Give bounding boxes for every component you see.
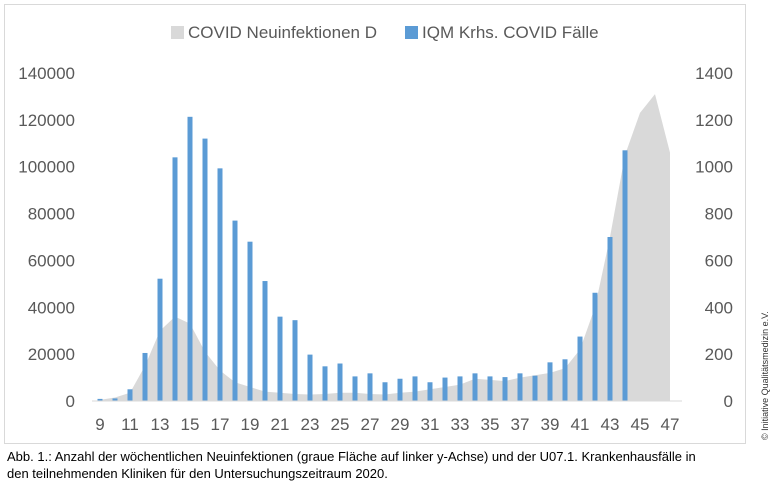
- bar-week-10: [112, 398, 118, 401]
- bar-week-37: [517, 373, 523, 401]
- x-tick-label: 35: [481, 415, 500, 434]
- bar-week-19: [247, 241, 253, 401]
- bar-week-26: [352, 376, 358, 401]
- left-tick-label: 120000: [18, 111, 75, 130]
- figure-caption: Abb. 1.: Anzahl der wöchentlichen Neuinf…: [7, 448, 747, 482]
- bar-week-24: [322, 366, 328, 401]
- bar-week-40: [562, 359, 568, 401]
- x-tick-label: 31: [421, 415, 440, 434]
- left-tick-label: 140000: [18, 64, 75, 83]
- bar-week-39: [547, 362, 553, 401]
- x-tick-label: 41: [571, 415, 590, 434]
- x-tick-label: 33: [451, 415, 470, 434]
- x-tick-label: 17: [211, 415, 230, 434]
- right-tick-label: 200: [705, 345, 733, 364]
- x-tick-label: 23: [301, 415, 320, 434]
- bar-week-27: [367, 373, 373, 401]
- x-tick-label: 15: [181, 415, 200, 434]
- x-tick-label: 45: [631, 415, 650, 434]
- bar-week-18: [232, 220, 238, 401]
- bar-week-25: [337, 363, 343, 401]
- left-tick-label: 40000: [28, 298, 75, 317]
- x-tick-label: 9: [95, 415, 104, 434]
- caption-line-1: Abb. 1.: Anzahl der wöchentlichen Neuinf…: [7, 449, 696, 464]
- bar-week-11: [127, 389, 133, 401]
- bar-week-13: [157, 278, 163, 401]
- left-tick-label: 80000: [28, 205, 75, 224]
- right-tick-label: 600: [705, 251, 733, 270]
- x-tick-label: 11: [121, 415, 139, 434]
- x-tick-label: 13: [151, 415, 170, 434]
- x-axis: 9 11 13 15 17 19 21 23 25 27 29 31 33 35 37 39 41 43 45 47: [95, 415, 679, 434]
- bar-week-36: [502, 377, 508, 401]
- x-tick-label: 37: [511, 415, 530, 434]
- copyright-notice: © Initiative Qualitätsmedizin e.V.: [760, 311, 770, 440]
- right-tick-label: 400: [705, 298, 733, 317]
- bar-week-32: [442, 377, 448, 401]
- bar-week-42: [592, 292, 598, 401]
- chart-svg: COVID Neuinfektionen D IQM Krhs. COVID F…: [18, 23, 733, 434]
- bar-week-29: [397, 378, 403, 401]
- bar-week-23: [307, 354, 313, 401]
- bar-week-12: [142, 352, 148, 401]
- x-tick-label: 43: [601, 415, 620, 434]
- left-axis: 0 20000 40000 60000 80000 100000 120000 140000: [18, 64, 75, 411]
- legend-swatch-area: [171, 26, 184, 39]
- area-layer: [100, 94, 670, 401]
- x-tick-label: 19: [241, 415, 260, 434]
- x-tick-label: 27: [361, 415, 380, 434]
- bar-week-28: [382, 382, 388, 401]
- left-tick-label: 20000: [28, 345, 75, 364]
- bar-week-34: [472, 373, 478, 401]
- bar-week-14: [172, 157, 178, 401]
- bar-week-33: [457, 376, 463, 401]
- x-tick-label: 47: [661, 415, 680, 434]
- bar-week-44: [622, 150, 628, 401]
- bar-week-17: [217, 168, 223, 401]
- bar-week-41: [577, 336, 583, 401]
- bar-week-43: [607, 237, 613, 401]
- bar-week-22: [292, 320, 298, 401]
- x-tick-label: 21: [271, 415, 290, 434]
- bar-week-9: [97, 398, 103, 401]
- bar-week-31: [427, 382, 433, 401]
- right-tick-label: 1400: [695, 64, 733, 83]
- legend: COVID Neuinfektionen D IQM Krhs. COVID F…: [171, 23, 599, 42]
- x-tick-label: 39: [541, 415, 560, 434]
- x-tick-label: 29: [391, 415, 410, 434]
- bar-layer: [97, 116, 628, 401]
- bar-week-20: [262, 281, 268, 401]
- left-tick-label: 0: [66, 392, 75, 411]
- bar-week-15: [187, 116, 193, 401]
- bar-week-30: [412, 376, 418, 401]
- right-tick-label: 0: [724, 392, 733, 411]
- legend-label-area: COVID Neuinfektionen D: [188, 23, 377, 42]
- caption-line-2: den teilnehmenden Kliniken für den Unter…: [7, 466, 388, 481]
- bar-week-38: [532, 375, 538, 401]
- bar-week-35: [487, 376, 493, 401]
- legend-label-bar: IQM Krhs. COVID Fälle: [422, 23, 599, 42]
- bar-week-16: [202, 138, 208, 401]
- left-tick-label: 60000: [28, 251, 75, 270]
- right-tick-label: 800: [705, 205, 733, 224]
- right-tick-label: 1000: [695, 158, 733, 177]
- x-tick-label: 25: [331, 415, 350, 434]
- area-series-neuinfektionen: [100, 94, 670, 401]
- right-axis: 0 200 400 600 800 1000 1200 1400: [695, 64, 733, 411]
- legend-swatch-bar: [405, 26, 418, 39]
- bar-week-21: [277, 316, 283, 401]
- left-tick-label: 100000: [18, 158, 75, 177]
- right-tick-label: 1200: [695, 111, 733, 130]
